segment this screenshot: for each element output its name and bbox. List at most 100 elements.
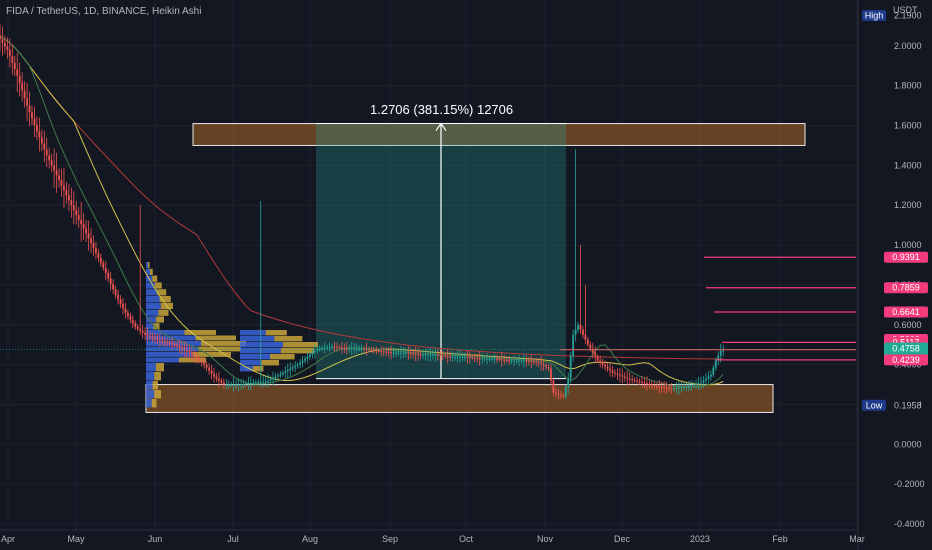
- candle-body: [510, 360, 513, 362]
- vp-lower-bar: [146, 390, 155, 399]
- candle-body: [296, 364, 299, 366]
- y-tick-label: -0.4000: [894, 519, 925, 529]
- candle-body: [461, 356, 464, 358]
- candle-body: [50, 160, 53, 166]
- candle-body: [151, 336, 154, 338]
- candle-body: [249, 382, 252, 384]
- x-tick-label: May: [67, 534, 85, 544]
- candle-body: [92, 243, 95, 249]
- candle-body: [478, 358, 481, 360]
- price-tag-text: 0.5117: [893, 337, 920, 347]
- vp-right-bar: [274, 336, 303, 342]
- candle-body: [117, 294, 119, 300]
- candle-body: [85, 228, 87, 234]
- candle-body: [134, 323, 137, 327]
- vp-left-bar: [146, 330, 185, 335]
- candle-body: [400, 352, 402, 354]
- candle-body: [11, 56, 14, 63]
- candle-body: [304, 358, 306, 361]
- candle-body: [122, 303, 124, 309]
- candle-body: [227, 384, 230, 386]
- candle-body: [326, 347, 329, 349]
- candle-body: [614, 372, 616, 374]
- price-tag: 0.9391: [884, 251, 928, 263]
- candle-body: [687, 385, 690, 387]
- vp-right-bar: [240, 360, 262, 366]
- candle-body: [559, 394, 562, 396]
- candle-body: [267, 380, 270, 382]
- candle-body: [13, 62, 16, 70]
- candle-body: [205, 364, 208, 368]
- candle-body: [515, 360, 518, 362]
- candle-body: [719, 350, 722, 356]
- candle-body: [102, 263, 105, 268]
- price-tag: 0.6641: [884, 306, 928, 318]
- candle-body: [380, 351, 383, 353]
- vp-lower-bar: [146, 372, 155, 381]
- vp-upper-bar: [146, 323, 154, 330]
- candle-body: [626, 377, 629, 379]
- x-tick-label: Dec: [614, 534, 631, 544]
- vp-lower-bar: [146, 399, 152, 408]
- price-tag-bg: [884, 306, 928, 318]
- x-tick-label: Feb: [772, 534, 788, 544]
- candle-body: [338, 347, 341, 349]
- candle-body: [232, 384, 235, 386]
- vp-right-bar: [280, 348, 315, 354]
- candle-body: [584, 334, 587, 340]
- candle-body: [707, 376, 710, 379]
- candle-body: [193, 354, 196, 357]
- candle-body: [449, 356, 452, 358]
- vp-upper-bar: [146, 262, 148, 269]
- x-tick-label: Aug: [302, 534, 318, 544]
- candle-body: [655, 385, 658, 387]
- candle-body: [109, 278, 112, 284]
- candle-body: [124, 308, 127, 313]
- symbol-title: FIDA / TetherUS, 1D, BINANCE, Heikin Ash…: [6, 6, 202, 17]
- candle-body: [476, 357, 479, 359]
- candle-body: [72, 205, 75, 211]
- vp-upper-bar: [155, 316, 164, 323]
- candle-body: [281, 372, 284, 374]
- candle-body: [471, 357, 474, 359]
- vp-upper-bar: [147, 262, 150, 269]
- candle-body: [429, 354, 432, 356]
- candle-body: [28, 105, 31, 113]
- candle-body: [163, 341, 166, 343]
- candle-body: [611, 370, 614, 373]
- candle-body: [242, 383, 245, 385]
- candle-body: [518, 360, 520, 362]
- candle-body: [38, 131, 41, 138]
- price-tag-bg: [884, 354, 928, 366]
- candle-body: [311, 352, 314, 355]
- candle-body: [527, 360, 530, 362]
- vp-left-bar: [198, 346, 241, 352]
- high-tag-label: High: [865, 11, 884, 21]
- price-tag-current-text: 0.4758: [892, 344, 920, 354]
- vp-lower-bar: [146, 363, 156, 372]
- candle-body: [692, 384, 695, 386]
- candle-body: [190, 352, 193, 355]
- low-tag-bg: [862, 399, 886, 411]
- candle-body: [70, 200, 73, 206]
- candle-body: [323, 347, 326, 349]
- vp-left-bar: [179, 357, 206, 363]
- vp-left-bar: [146, 357, 179, 363]
- candle-body: [636, 380, 638, 382]
- candle-body: [606, 366, 609, 369]
- candle-body: [646, 383, 648, 385]
- x-tick-label: Jun: [148, 534, 163, 544]
- candle-body: [569, 356, 572, 379]
- candle-body: [254, 382, 257, 384]
- time-axis: Apr May Jun Jul Aug Sep Oct Nov Dec 2023 Feb Mar: [0, 529, 865, 544]
- low-tag-label: Low: [866, 400, 883, 410]
- x-tick-label: Oct: [459, 534, 474, 544]
- candle-body: [87, 233, 90, 239]
- vp-lower-bar: [151, 399, 157, 408]
- vp-right-bar: [282, 342, 318, 348]
- candle-body: [495, 358, 498, 360]
- candle-body: [198, 358, 201, 361]
- vp-upper-bar: [153, 323, 160, 330]
- y-tick-label: 0.0000: [894, 439, 922, 449]
